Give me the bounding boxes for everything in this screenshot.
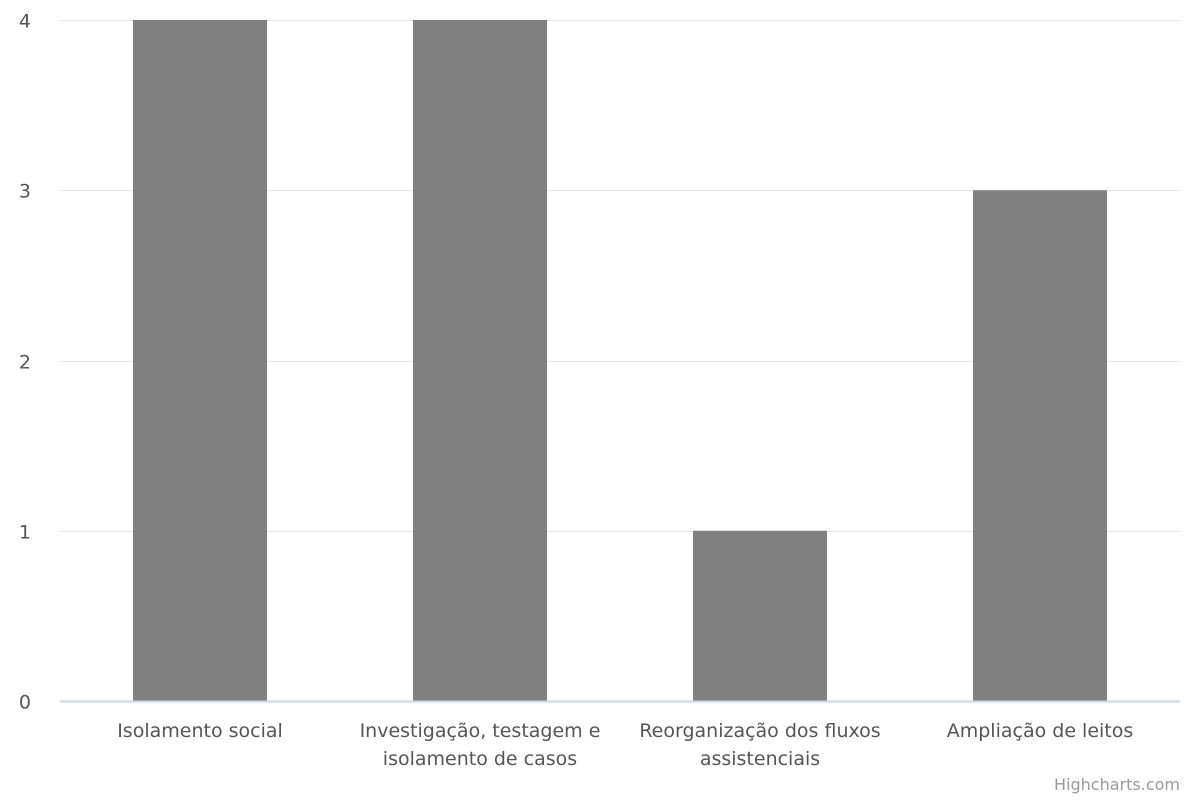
y-tick-label: 4: [19, 11, 31, 33]
x-tick-label: Ampliação de leitos: [947, 720, 1134, 742]
x-tick-label: Investigação, testagem e isolamento de ca…: [360, 720, 601, 770]
bar[interactable]: [133, 20, 267, 701]
y-tick-label: 0: [19, 692, 31, 714]
x-tick-label: Reorganização dos fluxos assistenciais: [639, 720, 880, 770]
y-axis-labels: 0 1 2 3 4: [19, 11, 31, 714]
bar[interactable]: [973, 190, 1107, 701]
y-tick-label: 2: [19, 352, 31, 374]
y-tick-label: 1: [19, 522, 31, 544]
x-tick-label: Isolamento social: [117, 720, 283, 742]
bars: [133, 20, 1107, 701]
x-axis-labels: Isolamento social Investigação, testagem …: [117, 720, 1133, 770]
bar[interactable]: [413, 20, 547, 701]
y-tick-label: 3: [19, 181, 31, 203]
credits-link[interactable]: Highcharts.com: [1054, 775, 1180, 794]
bar[interactable]: [693, 530, 827, 701]
